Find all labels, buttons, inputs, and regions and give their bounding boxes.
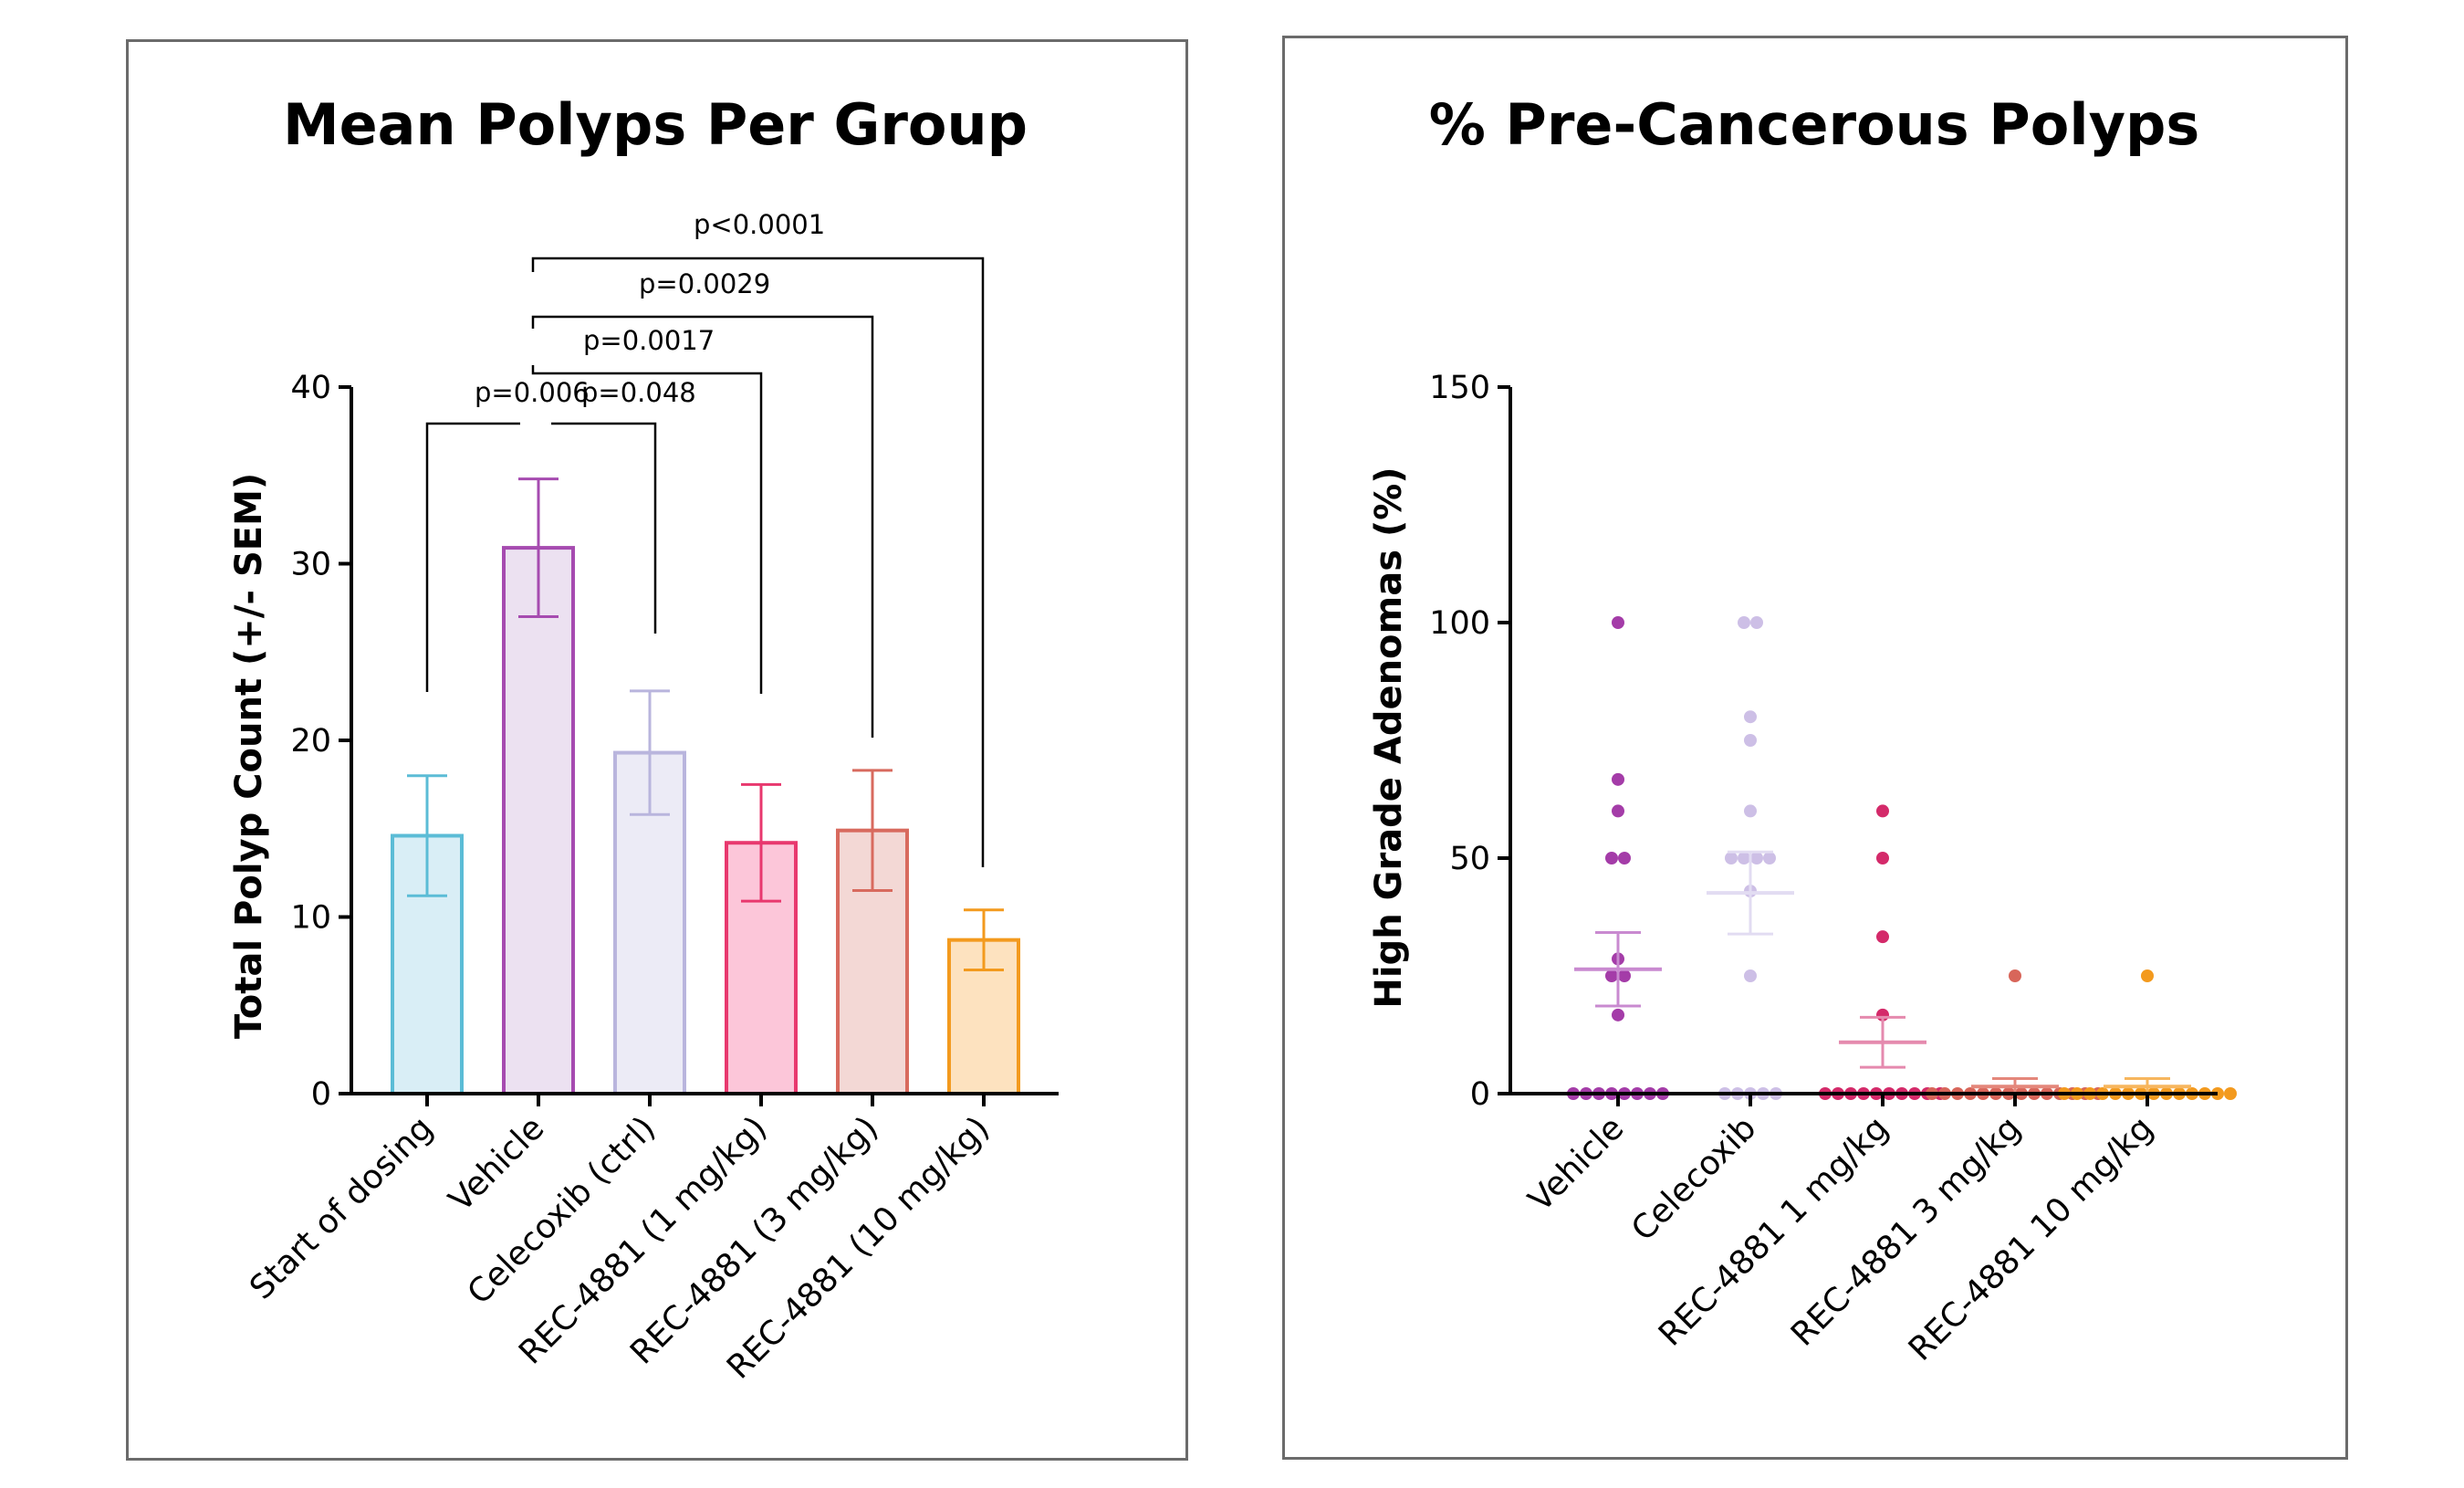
left-x-tick-label: Celecoxib (ctrl) <box>461 1109 663 1312</box>
data-point <box>1612 616 1624 629</box>
right-chart-panel <box>1282 36 2348 1460</box>
significance-bracket <box>531 315 874 738</box>
significance-bracket <box>531 257 985 867</box>
data-point <box>2224 1087 2237 1100</box>
data-point <box>2009 969 2021 982</box>
right-x-tick-label: Celecoxib <box>1624 1109 1763 1248</box>
data-point <box>1876 930 1889 944</box>
data-point <box>1744 969 1757 982</box>
p-value-label: p=0.006 <box>475 377 590 408</box>
data-point <box>1618 852 1631 865</box>
data-point <box>1876 852 1889 865</box>
right-chart-title: % Pre-Cancerous Polyps <box>1429 91 2200 158</box>
data-point <box>1744 734 1757 747</box>
data-point <box>1612 804 1624 818</box>
right-x-tick-label: REC-4881 1 mg/kg <box>1652 1109 1895 1353</box>
p-value-label: p=0.0029 <box>639 268 770 299</box>
data-point <box>1744 804 1757 818</box>
left-x-tick-label: Vehicle <box>442 1109 551 1219</box>
data-point <box>1605 852 1618 865</box>
right-y-axis-label: High Grade Adenomas (%) <box>1368 466 1410 1008</box>
data-point <box>1605 969 1618 982</box>
left-y-tick-label: 10 <box>290 900 331 937</box>
data-point <box>1725 852 1738 865</box>
right-y-tick-label: 50 <box>1449 841 1490 877</box>
left-chart-title: Mean Polyps Per Group <box>283 91 1028 158</box>
right-y-tick-label: 100 <box>1429 605 1490 642</box>
data-point <box>1738 616 1750 629</box>
data-point <box>1744 710 1757 724</box>
left-chart-plot: 0 10 20 30 40 Start of dosing VehicleCelecoxib… <box>243 209 1059 1387</box>
bar <box>502 546 575 1095</box>
significance-bracket <box>531 365 763 694</box>
right-y-tick-label: 150 <box>1429 370 1490 406</box>
p-value-label: p<0.0001 <box>694 209 825 240</box>
right-x-tick-label: REC-4881 10 mg/kg <box>1902 1109 2161 1368</box>
data-point <box>1876 804 1889 818</box>
significance-bracket <box>425 422 520 692</box>
left-x-tick-label: Start of dosing <box>243 1109 440 1306</box>
p-value-label: p=0.048 <box>581 377 696 408</box>
data-point <box>1750 616 1763 629</box>
right-x-tick-label: Vehicle <box>1521 1109 1631 1219</box>
data-point <box>1763 852 1776 865</box>
data-point <box>2141 969 2154 982</box>
right-y-tick-label: 0 <box>1470 1076 1490 1113</box>
left-y-tick-label: 30 <box>290 547 331 583</box>
data-point <box>1738 852 1750 865</box>
left-y-tick-label: 20 <box>290 723 331 760</box>
data-point <box>1612 772 1624 786</box>
data-point <box>1750 852 1763 865</box>
p-value-label: p=0.0017 <box>583 325 715 356</box>
left-y-tick-label: 40 <box>290 370 331 406</box>
right-x-tick-label: REC-4881 3 mg/kg <box>1784 1109 2028 1353</box>
left-chart-panel <box>126 39 1188 1461</box>
significance-bracket <box>551 422 657 634</box>
left-y-axis-label: Total Polyp Count (+/- SEM) <box>228 473 270 1039</box>
left-y-tick-label: 0 <box>311 1076 331 1113</box>
data-point <box>1618 969 1631 982</box>
data-point <box>1612 1008 1624 1022</box>
